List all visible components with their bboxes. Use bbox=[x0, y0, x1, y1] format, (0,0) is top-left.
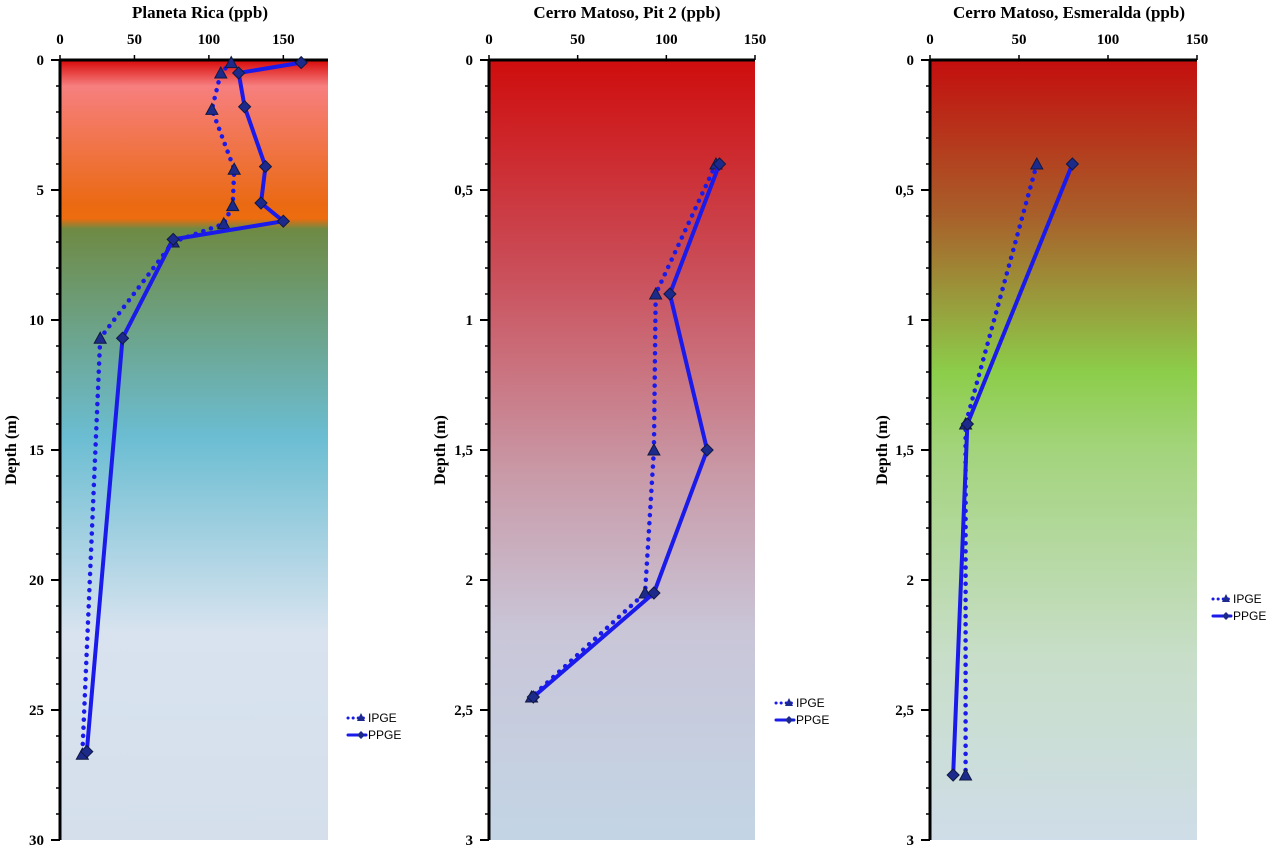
x-tick-label: 150 bbox=[272, 32, 295, 48]
y-tick-label: 0 bbox=[907, 53, 915, 69]
legend-marker-ppge bbox=[357, 731, 365, 739]
chart-title: Planeta Rica (ppb) bbox=[132, 3, 268, 22]
data-point-ppge bbox=[960, 417, 975, 431]
x-tick-label: 100 bbox=[655, 32, 678, 48]
data-point-ppge bbox=[526, 690, 541, 704]
legend-marker-ppge bbox=[1222, 612, 1230, 620]
x-tick-label: 50 bbox=[1012, 32, 1027, 48]
y-tick-label: 5 bbox=[37, 183, 45, 199]
legend-label-ipge: IPGE bbox=[1233, 592, 1262, 606]
y-tick-label: 15 bbox=[29, 443, 44, 459]
y-tick-label: 1,5 bbox=[454, 443, 473, 459]
y-tick-label: 30 bbox=[29, 833, 44, 849]
x-tick-label: 0 bbox=[56, 32, 64, 48]
data-point-ppge bbox=[1065, 157, 1080, 171]
x-tick-label: 150 bbox=[1186, 32, 1209, 48]
data-point-ipge bbox=[225, 198, 240, 212]
y-tick-label: 2 bbox=[907, 573, 915, 589]
data-point-ipge bbox=[647, 442, 661, 456]
legend-label-ppge: PPGE bbox=[796, 713, 829, 727]
data-point-ppge bbox=[258, 159, 273, 174]
data-point-ppge bbox=[700, 443, 714, 457]
y-tick-label: 0,5 bbox=[895, 183, 914, 199]
y-tick-label: 2 bbox=[466, 573, 474, 589]
data-point-ipge bbox=[227, 162, 242, 175]
legend-label-ipge: IPGE bbox=[368, 711, 397, 725]
chart-title: Cerro Matoso, Pit 2 (ppb) bbox=[533, 3, 720, 22]
y-tick-label: 10 bbox=[29, 313, 44, 329]
data-point-ppge bbox=[231, 66, 246, 80]
y-tick-label: 3 bbox=[466, 833, 474, 849]
legend-label-ipge: IPGE bbox=[796, 696, 825, 710]
legend-marker-ppge bbox=[785, 716, 793, 724]
data-point-ipge bbox=[216, 216, 231, 230]
data-point-ipge bbox=[205, 102, 219, 115]
y-tick-label: 0 bbox=[466, 53, 474, 69]
data-point-ppge bbox=[663, 287, 677, 301]
data-point-ppge bbox=[115, 331, 130, 345]
y-axis-label: Depth (m) bbox=[432, 415, 449, 485]
data-point-ipge bbox=[958, 767, 973, 781]
data-point-ppge bbox=[294, 55, 308, 70]
data-point-ppge bbox=[712, 157, 727, 171]
y-tick-label: 0,5 bbox=[454, 183, 473, 199]
x-tick-label: 100 bbox=[1097, 32, 1120, 48]
data-point-ppge bbox=[80, 744, 94, 759]
x-tick-label: 0 bbox=[485, 32, 493, 48]
y-tick-label: 1 bbox=[907, 313, 915, 329]
y-tick-label: 1,5 bbox=[895, 443, 914, 459]
legend-marker-ipge bbox=[357, 713, 365, 721]
plot-background bbox=[930, 60, 1197, 840]
data-point-ipge bbox=[93, 331, 108, 344]
x-tick-label: 150 bbox=[744, 32, 767, 48]
y-tick-label: 2,5 bbox=[895, 703, 914, 719]
y-tick-label: 25 bbox=[29, 703, 44, 719]
data-point-ipge bbox=[213, 65, 228, 79]
chart-title: Cerro Matoso, Esmeralda (ppb) bbox=[953, 3, 1185, 22]
chart-panel-1: Planeta Rica (ppb) 0 50 100 150 0 5 10 15 20 25 30 D… bbox=[3, 3, 401, 849]
y-axis-label: Depth (m) bbox=[3, 415, 20, 485]
legend-label-ppge: PPGE bbox=[368, 728, 401, 742]
y-tick-label: 1 bbox=[466, 313, 474, 329]
legend: IPGE PPGE bbox=[1211, 592, 1266, 623]
legend-label-ppge: PPGE bbox=[1233, 609, 1266, 623]
y-tick-label: 2,5 bbox=[454, 703, 473, 719]
data-point-ppge bbox=[946, 768, 960, 782]
data-point-ppge bbox=[237, 100, 252, 114]
data-point-ipge bbox=[648, 286, 663, 300]
legend: IPGE PPGE bbox=[774, 696, 829, 727]
x-tick-label: 100 bbox=[198, 32, 221, 48]
plot-background bbox=[60, 60, 328, 840]
x-tick-label: 50 bbox=[127, 32, 142, 48]
y-axis-label: Depth (m) bbox=[874, 415, 891, 485]
data-point-ipge bbox=[224, 55, 239, 69]
y-tick-label: 20 bbox=[29, 573, 44, 589]
chart-panel-2: Cerro Matoso, Pit 2 (ppb) 0 50 100 150 0 0,5 1 1… bbox=[432, 3, 829, 849]
x-tick-label: 50 bbox=[570, 32, 585, 48]
legend-marker-ipge bbox=[1222, 594, 1230, 602]
data-point-ppge bbox=[254, 196, 268, 210]
data-point-ppge bbox=[276, 214, 291, 228]
legend: IPGE PPGE bbox=[346, 711, 401, 742]
data-point-ipge bbox=[1029, 156, 1044, 170]
x-tick-label: 0 bbox=[926, 32, 934, 48]
legend-marker-ipge bbox=[785, 698, 793, 706]
data-point-ppge bbox=[647, 586, 661, 600]
data-point-ppge bbox=[166, 232, 180, 247]
y-tick-label: 0 bbox=[37, 53, 45, 69]
y-tick-label: 3 bbox=[907, 833, 915, 849]
chart-panel-3: Cerro Matoso, Esmeralda (ppb) 0 50 100 150 0 0… bbox=[874, 3, 1266, 849]
